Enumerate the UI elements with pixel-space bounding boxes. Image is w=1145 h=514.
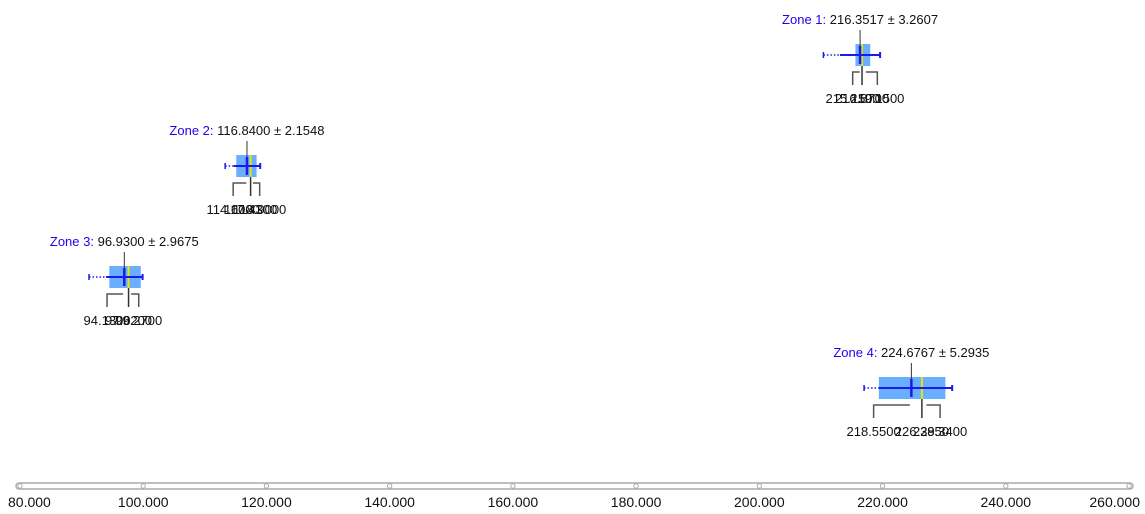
zone-3-name: Zone 3: — [50, 234, 98, 249]
zone-2-bracket-right — [252, 182, 261, 196]
x-axis-tick-label: 140.000 — [364, 494, 415, 510]
zone-3-min-label: 94.1300 — [84, 313, 131, 328]
x-axis-tick-mark — [510, 483, 516, 489]
x-axis-tick-mark — [756, 483, 763, 489]
zone-2-median-label: 117.4300 — [224, 202, 277, 217]
x-axis-tick-label: 100.000 — [118, 494, 169, 510]
zone-3-bracket-left — [106, 293, 124, 307]
x-axis-tick-label: 160.000 — [488, 494, 539, 510]
zone-2-max-label: 118.9000 — [233, 202, 286, 217]
x-axis-bar — [15, 482, 1134, 490]
x-axis-tick-label: 260.000 — [1089, 494, 1140, 510]
zone-1-min-label: 215.1500 — [826, 91, 880, 106]
x-axis-tick-mark — [633, 483, 639, 489]
zone-4-name: Zone 4: — [833, 345, 881, 360]
zone-2-min-label: 114.6000 — [207, 202, 260, 217]
zone-1-max-label: 219.1500 — [850, 91, 904, 106]
x-axis-tick-mark — [140, 483, 146, 489]
zone-4-bracket-right — [926, 404, 941, 418]
zone-1-bracket-right — [865, 71, 879, 85]
x-axis-tick-label: 200.000 — [734, 494, 785, 510]
x-axis-tick-label: 240.000 — [980, 494, 1031, 510]
x-axis-tick-label: 120.000 — [241, 494, 292, 510]
zone-4-mean-value: 224.6767 ± 5.2935 — [881, 345, 989, 360]
zone-2-name: Zone 2: — [169, 123, 217, 138]
x-axis-tick-label: 220.000 — [857, 494, 908, 510]
zone-4-median-label: 226.3850 — [895, 424, 949, 439]
zone-4-min-label: 218.5500 — [847, 424, 901, 439]
zone-1-name: Zone 1: — [782, 12, 830, 27]
zone-3-median-label: 97.6200 — [105, 313, 152, 328]
x-axis-tick-mark — [1126, 483, 1132, 489]
x-axis-tick-mark — [1003, 483, 1009, 489]
zone-2-label: Zone 2: 116.8400 ± 2.1548 — [169, 123, 324, 138]
zone-4-max-label: 229.3400 — [913, 424, 967, 439]
zone-4-bracket-left — [872, 404, 910, 418]
zone-4-label: Zone 4: 224.6767 ± 5.2935 — [833, 345, 989, 360]
x-axis-tick-mark — [879, 483, 886, 489]
x-axis-tick-mark — [17, 483, 23, 489]
x-axis-tick-label: 80.000 — [8, 494, 51, 510]
zone-3-mean-value: 96.9300 ± 2.9675 — [98, 234, 199, 249]
zone-2-bracket-left — [232, 182, 247, 196]
zone-2-mean-value: 116.8400 ± 2.1548 — [217, 123, 324, 138]
x-axis-tick-mark — [386, 483, 393, 489]
zone-3-max-label: 99.2700 — [115, 313, 162, 328]
zone-3-label: Zone 3: 96.9300 ± 2.9675 — [50, 234, 199, 249]
zone-1-mean-value: 216.3517 ± 3.2607 — [830, 12, 938, 27]
zone-1-label: Zone 1: 216.3517 ± 3.2607 — [782, 12, 938, 27]
x-axis-tick-label: 180.000 — [611, 494, 662, 510]
x-axis-tick-mark — [263, 483, 270, 489]
zone-3-bracket-right — [131, 293, 140, 307]
zone-1-bracket-left — [851, 71, 860, 85]
zone-1-median-label: 216.6700 — [835, 91, 889, 106]
